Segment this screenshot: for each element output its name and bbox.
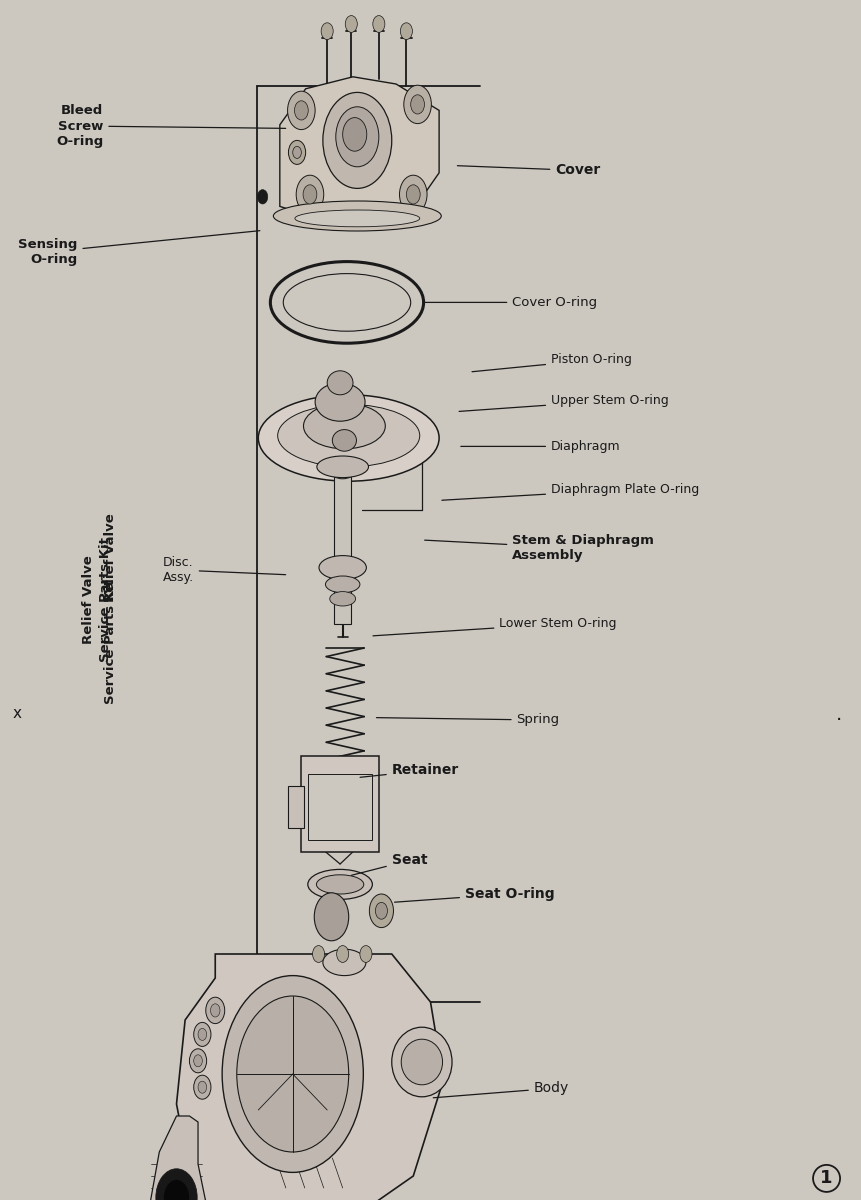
Circle shape xyxy=(321,23,333,40)
Ellipse shape xyxy=(327,371,353,395)
Text: Relief Valve: Relief Valve xyxy=(103,514,117,602)
Circle shape xyxy=(222,976,363,1172)
Circle shape xyxy=(164,1180,189,1200)
Ellipse shape xyxy=(315,383,365,421)
Bar xyxy=(334,462,351,624)
Ellipse shape xyxy=(277,404,420,467)
Text: Upper Stem O-ring: Upper Stem O-ring xyxy=(459,395,669,412)
Circle shape xyxy=(400,23,412,40)
Text: Spring: Spring xyxy=(376,714,560,726)
Text: Seat O-ring: Seat O-ring xyxy=(394,887,554,902)
Circle shape xyxy=(296,175,324,214)
Text: x: x xyxy=(13,707,22,721)
Ellipse shape xyxy=(332,430,356,451)
Circle shape xyxy=(198,1081,207,1093)
Text: Relief Valve
Service Parts Kit: Relief Valve Service Parts Kit xyxy=(83,538,112,662)
Text: Body: Body xyxy=(433,1081,569,1098)
Bar xyxy=(308,774,372,840)
Circle shape xyxy=(194,1055,202,1067)
Circle shape xyxy=(293,146,301,158)
Circle shape xyxy=(314,893,349,941)
Circle shape xyxy=(345,16,357,32)
Circle shape xyxy=(411,95,424,114)
Circle shape xyxy=(294,101,308,120)
Circle shape xyxy=(373,16,385,32)
Text: Lower Stem O-ring: Lower Stem O-ring xyxy=(373,618,616,636)
Ellipse shape xyxy=(325,576,360,593)
Text: Disc.
Assy.: Disc. Assy. xyxy=(163,556,286,584)
Ellipse shape xyxy=(270,262,424,343)
Circle shape xyxy=(404,85,431,124)
Ellipse shape xyxy=(294,210,420,227)
Circle shape xyxy=(288,91,315,130)
Ellipse shape xyxy=(317,456,369,478)
Text: Seat: Seat xyxy=(351,853,427,875)
Circle shape xyxy=(336,107,379,167)
Circle shape xyxy=(194,1075,211,1099)
Circle shape xyxy=(206,997,225,1024)
Text: Bleed
Screw
O-ring: Bleed Screw O-ring xyxy=(56,104,286,148)
Bar xyxy=(288,786,304,828)
Circle shape xyxy=(210,1003,220,1018)
Circle shape xyxy=(303,185,317,204)
Circle shape xyxy=(194,1022,211,1046)
Text: Retainer: Retainer xyxy=(360,763,459,778)
Circle shape xyxy=(257,190,268,204)
Text: Piston O-ring: Piston O-ring xyxy=(472,354,632,372)
Ellipse shape xyxy=(401,1039,443,1085)
Ellipse shape xyxy=(304,403,386,449)
Circle shape xyxy=(360,946,372,962)
Bar xyxy=(301,756,379,852)
Text: Cover O-ring: Cover O-ring xyxy=(423,296,598,308)
Text: 1: 1 xyxy=(821,1169,833,1188)
Text: Stem & Diaphragm
Assembly: Stem & Diaphragm Assembly xyxy=(424,534,654,563)
Circle shape xyxy=(343,118,367,151)
Text: Sensing
O-ring: Sensing O-ring xyxy=(18,230,260,266)
Circle shape xyxy=(323,92,392,188)
Ellipse shape xyxy=(330,572,356,587)
Ellipse shape xyxy=(331,464,355,479)
Text: Cover: Cover xyxy=(457,163,601,178)
Polygon shape xyxy=(280,77,439,221)
Circle shape xyxy=(198,1028,207,1040)
Polygon shape xyxy=(151,1116,207,1200)
Text: .: . xyxy=(836,704,843,724)
Text: Diaphragm: Diaphragm xyxy=(461,440,621,452)
Circle shape xyxy=(288,140,306,164)
Circle shape xyxy=(313,946,325,962)
Circle shape xyxy=(237,996,349,1152)
Ellipse shape xyxy=(323,949,366,976)
Circle shape xyxy=(156,1169,197,1200)
Text: Service Parts Kit: Service Parts Kit xyxy=(103,580,117,704)
Circle shape xyxy=(337,946,349,962)
Ellipse shape xyxy=(308,869,373,900)
Ellipse shape xyxy=(392,1027,452,1097)
Ellipse shape xyxy=(330,592,356,606)
Circle shape xyxy=(406,185,420,204)
Polygon shape xyxy=(177,954,443,1200)
Ellipse shape xyxy=(258,395,439,481)
Circle shape xyxy=(189,1049,207,1073)
Ellipse shape xyxy=(317,875,364,894)
Ellipse shape xyxy=(319,556,367,580)
Ellipse shape xyxy=(274,202,441,230)
Text: Diaphragm Plate O-ring: Diaphragm Plate O-ring xyxy=(442,484,699,500)
Circle shape xyxy=(400,175,427,214)
Circle shape xyxy=(369,894,393,928)
Circle shape xyxy=(375,902,387,919)
Ellipse shape xyxy=(283,274,411,331)
